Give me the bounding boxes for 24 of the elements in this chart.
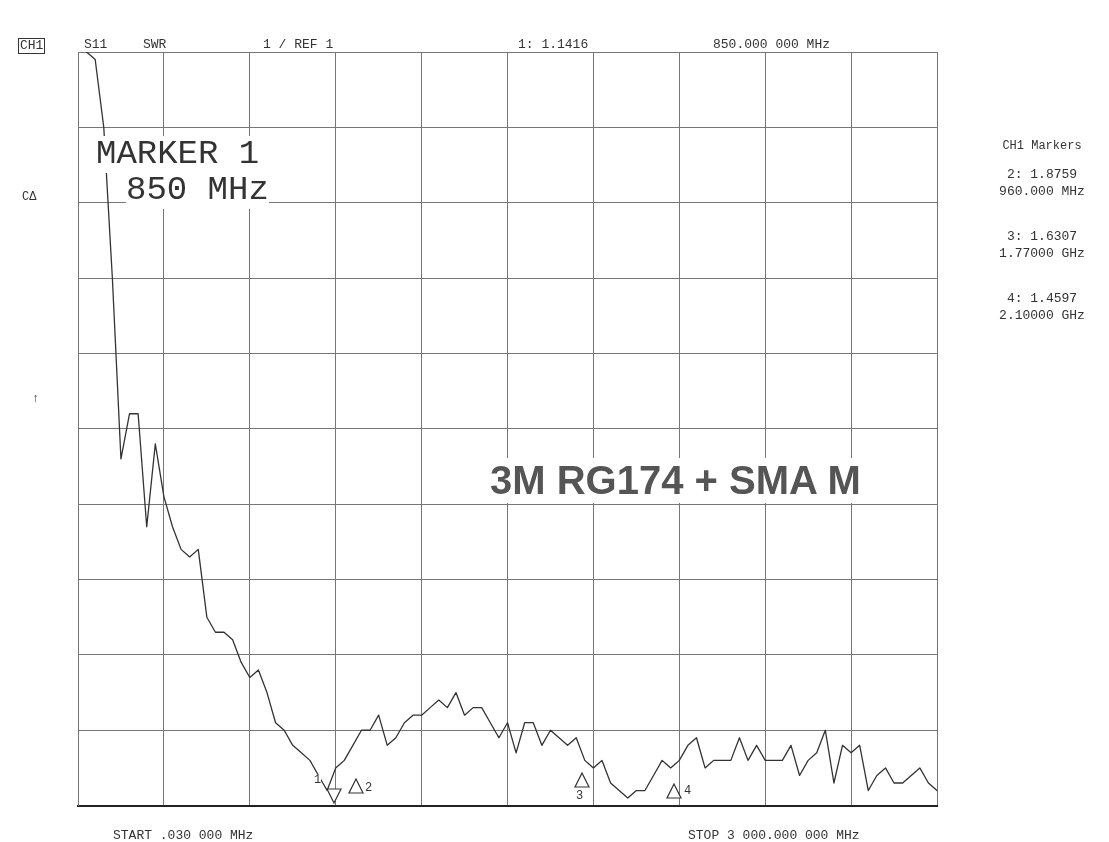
annotation: 1 / REF 1 [263,37,334,53]
text: CH1 Markers [1002,139,1082,154]
text: 2.10000 GHz [999,308,1085,324]
text: 1.77000 GHz [999,246,1085,262]
text: 2: 1.8759 [1006,167,1078,183]
text: CH1 [18,38,46,55]
text: START .030 000 MHz [113,828,254,842]
text: 3: 1.6307 [1006,229,1078,245]
annotation: 850.000 000 MHz [713,37,831,53]
annotation: MARKER 1 [96,135,260,174]
annotation: SWR [143,37,167,53]
text: 3M RG174 + SMA M [486,458,865,503]
annotation: 850 MHz [126,171,269,210]
annotation: S11 [84,37,108,53]
annotation: 4 [684,784,692,799]
text: ↑ [32,392,40,407]
text: 960.000 MHz [999,184,1085,200]
text: 4: 1.4597 [1006,291,1078,307]
text: STOP 3 000.000 000 MHz [688,828,860,842]
text: CΔ [22,190,37,205]
annotation: 2 [365,781,373,796]
annotation: 1: 1.1416 [518,37,589,53]
annotation: 3 [576,789,584,804]
annotation: 1 [314,773,322,788]
